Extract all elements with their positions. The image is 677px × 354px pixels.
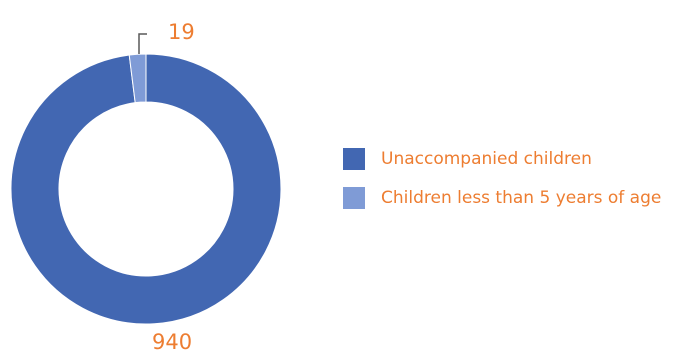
legend-item-unaccompanied: Unaccompanied children (343, 146, 661, 171)
data-label-under-5: 19 (168, 20, 195, 44)
donut-slice-unaccompanied (10, 53, 282, 325)
legend-swatch-unaccompanied (343, 147, 365, 170)
data-label-leader-line (138, 33, 147, 54)
data-label-unaccompanied: 940 (152, 330, 192, 354)
legend-item-under-5: Children less than 5 years of age (343, 185, 661, 210)
legend-label-under-5: Children less than 5 years of age (381, 187, 662, 208)
donut-slices (10, 53, 282, 325)
legend-label-unaccompanied: Unaccompanied children (381, 148, 592, 169)
donut-slice-under-5 (128, 53, 147, 104)
legend-swatch-under-5 (343, 186, 365, 209)
chart-legend: Unaccompanied children Children less tha… (343, 146, 661, 224)
